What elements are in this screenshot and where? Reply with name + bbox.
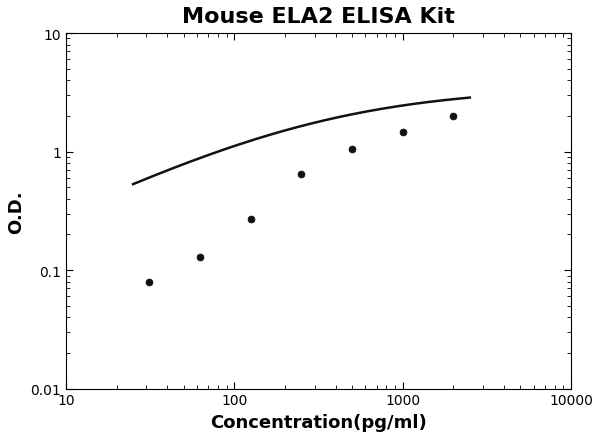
Point xyxy=(145,279,154,286)
Point xyxy=(347,146,357,153)
Title: Mouse ELA2 ELISA Kit: Mouse ELA2 ELISA Kit xyxy=(182,7,455,27)
Point xyxy=(195,254,205,261)
X-axis label: Concentration(pg/ml): Concentration(pg/ml) xyxy=(210,413,427,431)
Y-axis label: O.D.: O.D. xyxy=(7,190,25,233)
Point xyxy=(246,216,256,223)
Point xyxy=(449,113,458,120)
Point xyxy=(398,130,407,137)
Point xyxy=(296,171,306,178)
